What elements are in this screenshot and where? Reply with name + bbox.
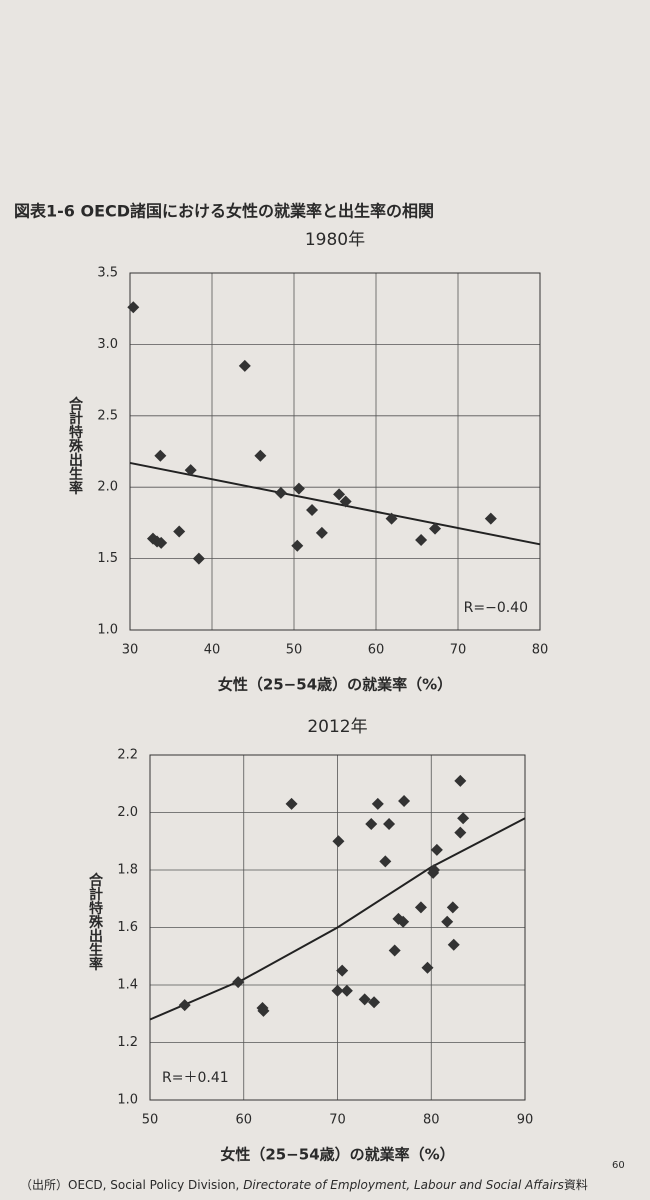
x-tick-label: 90	[517, 1113, 534, 1128]
y-tick-label: 3.5	[97, 266, 118, 281]
x-tick-label: 80	[532, 643, 549, 658]
source-italic: Directorate of Employment, Labour and So…	[243, 1178, 564, 1192]
x-tick-label: 70	[450, 643, 467, 658]
y-tick-label: 2.0	[97, 480, 118, 495]
x-tick-label: 50	[142, 1113, 159, 1128]
data-point	[415, 534, 428, 547]
data-point	[238, 359, 251, 372]
y-tick-label: 1.6	[117, 920, 138, 935]
data-point	[428, 864, 441, 876]
y-tick-label: 1.4	[117, 978, 138, 993]
data-point	[339, 495, 352, 508]
data-point	[257, 1004, 270, 1017]
data-point	[184, 464, 197, 477]
y-tick-label: 1.0	[97, 623, 118, 638]
data-point	[457, 812, 470, 825]
data-point	[454, 826, 467, 839]
data-point	[379, 855, 392, 868]
data-point	[447, 938, 460, 951]
data-point	[315, 526, 328, 539]
data-point	[484, 512, 497, 525]
x-axis-label: 女性（25−54歳）の就業率（%）	[218, 676, 452, 694]
y-tick-label: 1.5	[97, 551, 118, 566]
y-axis-label: 合計特殊出生率	[67, 396, 83, 496]
data-point	[368, 996, 381, 1009]
data-point	[385, 512, 398, 525]
annotation: R=−0.40	[464, 600, 528, 616]
data-point	[446, 901, 459, 914]
data-point	[154, 449, 167, 462]
data-point	[365, 818, 378, 830]
data-point	[332, 835, 345, 848]
y-tick-label: 2.5	[97, 408, 118, 423]
data-point	[358, 993, 371, 1006]
data-point	[414, 901, 427, 914]
data-point	[192, 552, 205, 565]
y-tick-label: 1.2	[117, 1035, 138, 1050]
plot-frame	[129, 272, 541, 631]
data-point	[429, 522, 442, 535]
x-tick-label: 70	[329, 1113, 346, 1128]
data-point	[454, 774, 467, 787]
source-prefix: （出所）OECD, Social Policy Division,	[20, 1178, 243, 1192]
data-point	[421, 961, 434, 974]
x-axis-label: 女性（25−54歳）の就業率（%）	[220, 1146, 454, 1164]
data-point	[397, 915, 410, 928]
data-point	[274, 486, 287, 499]
data-point	[383, 818, 396, 830]
x-tick-label: 40	[204, 643, 221, 658]
data-point	[340, 984, 353, 997]
source-suffix: 資料	[564, 1178, 588, 1192]
data-point	[306, 504, 319, 517]
y-tick-label: 1.8	[117, 863, 138, 878]
y-tick-label: 3.0	[97, 337, 118, 352]
data-point	[291, 539, 304, 552]
data-point	[333, 488, 346, 501]
chart-title: 2012年	[307, 717, 367, 737]
trend-line	[149, 817, 526, 1021]
annotation: R=＋0.41	[162, 1070, 229, 1086]
y-axis-label: 合計特殊出生率	[87, 872, 103, 972]
data-point	[292, 482, 305, 495]
x-tick-label: 50	[286, 643, 303, 658]
trend-line	[129, 461, 541, 546]
data-point	[285, 797, 298, 810]
data-point	[331, 984, 344, 997]
chart-title: 1980年	[305, 230, 365, 250]
x-tick-label: 60	[368, 643, 385, 658]
data-point	[398, 795, 411, 807]
data-point	[178, 999, 191, 1012]
data-point	[232, 976, 245, 989]
data-point	[173, 525, 186, 538]
plot-frame	[149, 754, 526, 1101]
data-point	[127, 301, 140, 314]
data-point	[336, 964, 349, 977]
x-tick-label: 30	[122, 643, 139, 658]
data-point	[430, 843, 443, 856]
data-point	[155, 536, 168, 549]
data-point	[441, 915, 454, 928]
data-point	[371, 797, 384, 810]
x-tick-label: 80	[423, 1113, 440, 1128]
figure-title: 図表1-6 OECD諸国における女性の就業率と出生率の相関	[14, 202, 434, 221]
page-number: 60	[612, 1160, 625, 1171]
data-point	[388, 944, 401, 957]
source-note: （出所）OECD, Social Policy Division, Direct…	[20, 1178, 588, 1192]
x-tick-label: 60	[235, 1113, 252, 1128]
y-tick-label: 1.0	[117, 1093, 138, 1108]
y-tick-label: 2.2	[117, 748, 138, 763]
y-tick-label: 2.0	[117, 805, 138, 820]
data-point	[254, 449, 267, 462]
